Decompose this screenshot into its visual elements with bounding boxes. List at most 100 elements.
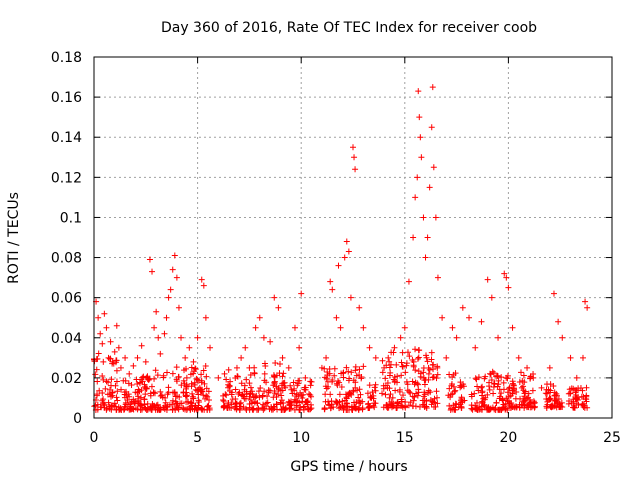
data-point — [167, 286, 174, 293]
data-point — [97, 330, 104, 337]
data-point — [479, 398, 486, 405]
data-point — [579, 354, 586, 361]
data-point — [394, 379, 401, 386]
data-point — [415, 389, 422, 396]
data-point — [180, 389, 187, 396]
data-point — [460, 383, 467, 390]
data-point — [487, 371, 494, 378]
data-point — [434, 274, 441, 281]
data-point — [352, 367, 359, 374]
data-point — [151, 324, 158, 331]
data-point — [330, 404, 337, 411]
data-point — [520, 372, 527, 379]
data-point — [191, 368, 198, 375]
data-point — [398, 396, 405, 403]
data-point — [322, 391, 329, 398]
data-point — [113, 367, 120, 374]
data-point — [382, 391, 389, 398]
data-point — [429, 84, 436, 91]
data-point — [146, 256, 153, 263]
data-point — [97, 403, 104, 410]
data-point — [525, 403, 532, 410]
data-point — [271, 387, 278, 394]
data-point — [263, 379, 270, 386]
data-point — [461, 397, 468, 404]
data-point — [296, 399, 303, 406]
data-point — [582, 298, 589, 305]
data-point — [340, 370, 347, 377]
data-point — [493, 400, 500, 407]
data-point — [203, 392, 210, 399]
data-point — [135, 393, 142, 400]
data-point — [178, 382, 185, 389]
data-point — [398, 359, 405, 366]
x-tick-label: 25 — [603, 430, 621, 446]
data-point — [288, 402, 295, 409]
data-point — [351, 403, 358, 410]
data-point — [547, 381, 554, 388]
data-point — [424, 358, 431, 365]
data-point — [291, 387, 298, 394]
data-point — [406, 353, 413, 360]
data-point — [547, 395, 554, 402]
data-point — [153, 308, 160, 315]
data-point — [279, 373, 286, 380]
data-point — [341, 254, 348, 261]
data-point — [475, 387, 482, 394]
data-point — [192, 365, 199, 372]
data-point — [425, 387, 432, 394]
data-point — [405, 278, 412, 285]
data-point — [423, 397, 430, 404]
data-point — [506, 384, 513, 391]
data-point — [190, 358, 197, 365]
data-point — [555, 396, 562, 403]
data-point — [264, 399, 271, 406]
data-point — [525, 394, 532, 401]
data-point — [111, 348, 118, 355]
data-point — [415, 88, 422, 95]
data-point — [402, 369, 409, 376]
data-point — [567, 354, 574, 361]
data-point — [555, 318, 562, 325]
data-point — [501, 270, 508, 277]
data-point — [259, 393, 266, 400]
data-point — [194, 334, 201, 341]
data-point — [226, 388, 233, 395]
data-point — [357, 391, 364, 398]
data-point — [268, 405, 275, 412]
data-point — [321, 405, 328, 412]
data-point — [565, 390, 572, 397]
data-point — [345, 377, 352, 384]
data-point — [279, 354, 286, 361]
data-point — [134, 389, 141, 396]
data-point — [379, 369, 386, 376]
data-point — [171, 252, 178, 259]
data-point — [221, 370, 228, 377]
data-point — [484, 276, 491, 283]
data-point — [493, 373, 500, 380]
data-point — [99, 340, 106, 347]
data-point — [430, 374, 437, 381]
data-point — [327, 405, 334, 412]
data-point — [447, 406, 454, 413]
data-point — [357, 400, 364, 407]
data-point — [215, 374, 222, 381]
data-point — [225, 366, 232, 373]
y-axis-label: ROTI / TECUs — [6, 192, 22, 284]
data-point — [192, 402, 199, 409]
data-point — [356, 366, 363, 373]
data-point — [261, 388, 268, 395]
data-point — [163, 314, 170, 321]
data-point — [559, 334, 566, 341]
data-point — [579, 401, 586, 408]
data-point — [233, 400, 240, 407]
data-point — [417, 134, 424, 141]
data-point — [370, 395, 377, 402]
data-point — [372, 387, 379, 394]
data-point — [161, 406, 168, 413]
data-point — [416, 114, 423, 121]
data-point — [262, 362, 269, 369]
data-point — [247, 397, 254, 404]
data-point — [345, 248, 352, 255]
